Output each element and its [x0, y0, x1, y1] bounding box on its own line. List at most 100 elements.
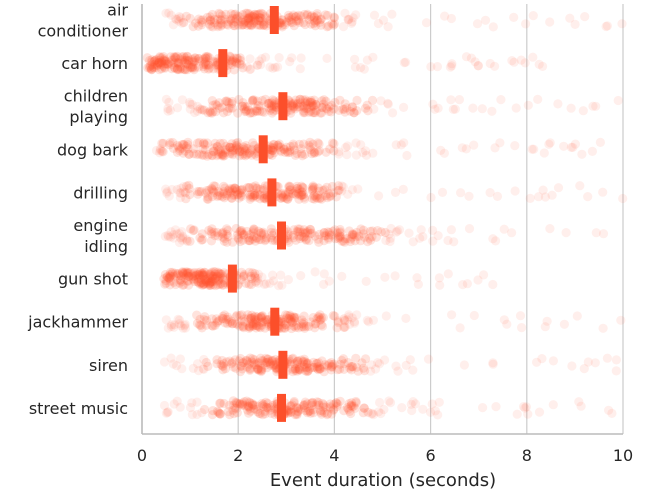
data-point [182, 51, 192, 61]
data-point [207, 184, 217, 194]
data-point [235, 353, 245, 364]
data-point [350, 236, 360, 246]
data-point [316, 20, 326, 30]
data-point [187, 62, 197, 72]
data-point [601, 21, 611, 32]
data-point [238, 358, 248, 368]
data-point [359, 403, 369, 413]
data-point [253, 312, 263, 322]
data-point [195, 279, 205, 289]
data-point [230, 9, 240, 19]
data-point [473, 61, 483, 71]
data-point [309, 148, 319, 158]
data-point [507, 228, 517, 238]
data-point [428, 99, 438, 109]
data-point [290, 366, 300, 376]
data-point [173, 269, 184, 279]
data-point [339, 364, 349, 374]
data-point [192, 409, 202, 420]
data-point [202, 12, 212, 22]
data-point [320, 10, 331, 20]
data-point [184, 149, 194, 159]
data-point [212, 271, 223, 281]
data-point [293, 227, 303, 237]
data-point [250, 13, 260, 23]
data-point [159, 400, 170, 411]
data-point [189, 57, 199, 67]
data-point [309, 13, 319, 23]
data-point [164, 273, 174, 283]
data-point [235, 367, 245, 377]
data-point [340, 99, 350, 109]
data-point [525, 193, 535, 203]
data-point [317, 406, 327, 416]
data-point [239, 104, 249, 114]
data-point [246, 11, 256, 21]
data-point [261, 13, 271, 23]
data-point [197, 150, 207, 160]
data-point [209, 56, 219, 66]
data-point [309, 95, 319, 105]
data-point [169, 320, 179, 330]
data-point [386, 223, 396, 234]
data-point [591, 101, 601, 111]
data-point [285, 310, 295, 320]
data-point [303, 226, 313, 236]
data-point [245, 54, 255, 64]
data-point [288, 10, 298, 20]
data-point [616, 315, 626, 325]
data-point [473, 275, 483, 285]
data-point [307, 100, 317, 111]
data-point [240, 107, 250, 117]
data-point [191, 274, 202, 284]
data-point [268, 143, 278, 153]
data-point [268, 276, 279, 286]
data-point [270, 62, 280, 72]
data-point [218, 361, 228, 371]
data-point [261, 234, 271, 245]
data-point [366, 360, 377, 370]
data-point [265, 278, 275, 288]
data-point [234, 94, 244, 105]
data-point [253, 273, 263, 284]
data-point [339, 314, 349, 324]
data-point [230, 190, 240, 200]
data-point [212, 406, 222, 416]
data-point [303, 365, 313, 375]
data-point [213, 231, 223, 241]
data-point [200, 275, 210, 285]
data-point [289, 225, 299, 235]
data-point [435, 280, 445, 290]
data-point [172, 64, 182, 74]
data-point [344, 226, 354, 236]
data-point [347, 185, 357, 195]
data-point [155, 144, 165, 154]
data-point [384, 396, 394, 406]
data-point [186, 224, 196, 234]
data-point [248, 108, 258, 118]
strip-street-music [159, 396, 617, 420]
data-point [297, 319, 307, 329]
data-point [289, 312, 299, 322]
data-point [343, 15, 354, 25]
data-point [338, 22, 349, 32]
data-point [204, 63, 215, 73]
data-point [240, 401, 250, 411]
data-point [249, 224, 259, 234]
data-point [324, 234, 334, 244]
data-point [237, 400, 247, 410]
data-point [153, 59, 163, 69]
data-point [309, 101, 319, 111]
data-point [248, 226, 258, 236]
data-point [246, 313, 256, 323]
data-point [307, 228, 317, 238]
data-point [553, 99, 563, 109]
data-point [217, 269, 227, 279]
data-point [345, 363, 355, 373]
data-point [307, 97, 317, 108]
data-point [176, 271, 186, 281]
data-point [268, 356, 278, 366]
data-point [359, 403, 369, 413]
data-point [285, 146, 295, 156]
data-point [371, 232, 381, 242]
